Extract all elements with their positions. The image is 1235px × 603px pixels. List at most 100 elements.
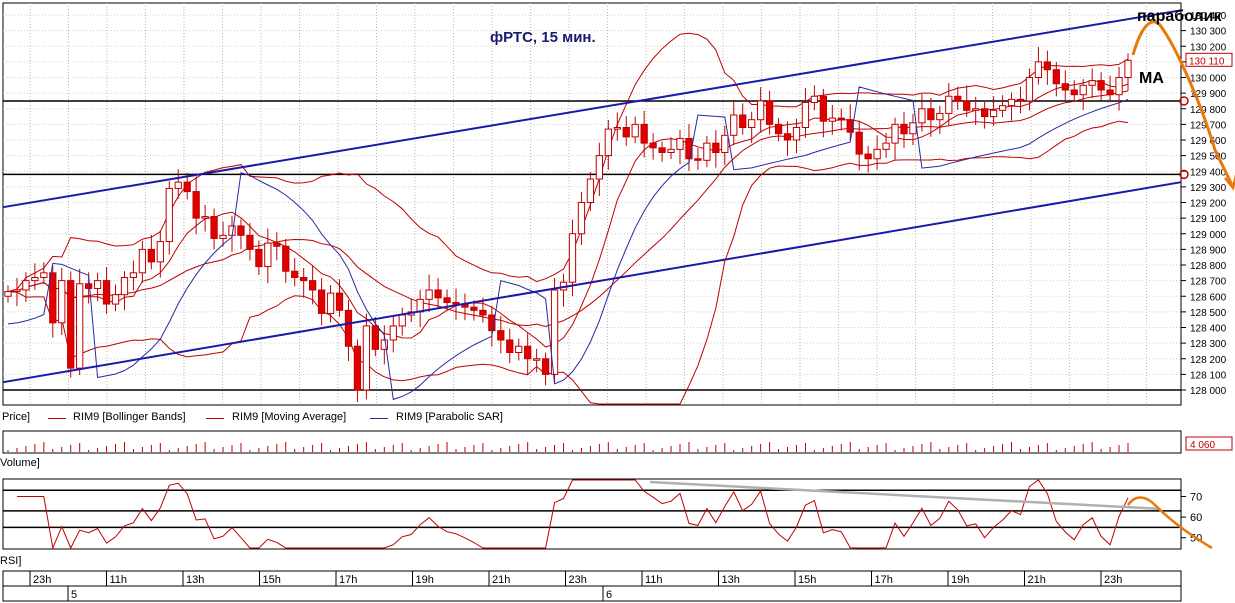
candle — [739, 114, 747, 128]
candle — [757, 100, 765, 121]
candle — [85, 283, 93, 289]
y-tick-label: 129 400 — [1190, 167, 1227, 178]
candle — [147, 248, 155, 263]
legend-ma-swatch — [206, 418, 224, 419]
candle — [452, 302, 460, 305]
candle — [909, 122, 917, 135]
candle — [40, 272, 48, 278]
y-tick-label: 130 300 — [1190, 27, 1227, 38]
candle — [1106, 89, 1114, 96]
candle — [353, 345, 362, 391]
time-tick-label: 19h — [416, 574, 434, 586]
candle — [640, 123, 648, 144]
candle — [264, 242, 272, 268]
time-tick-label: 23h — [33, 574, 51, 586]
moving-average-line — [7, 79, 1129, 348]
candle — [855, 131, 863, 155]
candle — [533, 358, 541, 361]
candle — [111, 294, 120, 305]
volume-value-label: 4 060 — [1190, 440, 1215, 451]
candle — [58, 280, 66, 324]
candle — [515, 345, 523, 353]
time-tick-label: 19h — [951, 574, 969, 586]
trend-channel-upper — [2, 9, 1182, 209]
time-tick-label: 13h — [186, 574, 204, 586]
y-tick-label: 128 400 — [1190, 324, 1227, 335]
volume-panel-frame — [2, 430, 1182, 454]
candle — [22, 280, 30, 291]
candle — [156, 241, 164, 263]
candle — [963, 100, 971, 111]
y-tick-label: 128 100 — [1190, 370, 1227, 381]
candle — [613, 127, 621, 130]
candle — [981, 108, 989, 118]
candle — [309, 280, 317, 291]
candle — [344, 309, 353, 347]
candle — [13, 289, 21, 293]
candle — [255, 248, 263, 268]
candle — [586, 178, 595, 203]
candle — [783, 133, 792, 141]
candle — [676, 137, 684, 150]
candle — [694, 158, 702, 161]
candle — [93, 280, 102, 289]
candle — [954, 95, 962, 102]
candle — [524, 345, 532, 360]
candle — [998, 105, 1007, 111]
rsi-forecast-arrow — [1126, 496, 1213, 550]
candle — [649, 142, 657, 149]
candle — [497, 330, 505, 341]
candle — [470, 306, 478, 311]
candle — [1052, 69, 1060, 85]
candle — [819, 95, 827, 122]
candle — [1088, 80, 1096, 86]
candle — [972, 108, 980, 111]
candle — [712, 142, 720, 153]
trend-channel-lower — [2, 181, 1182, 384]
time-tick-label: 17h — [875, 574, 893, 586]
volume-value-box — [1185, 436, 1233, 451]
candle — [67, 280, 75, 369]
candle — [1061, 83, 1069, 91]
date-tick-label: 5 — [71, 589, 77, 601]
candle — [488, 314, 496, 332]
candle — [335, 292, 344, 311]
candle — [873, 148, 881, 160]
ma-annotation: MA — [1139, 70, 1164, 87]
y-tick-label: 129 000 — [1190, 230, 1227, 241]
candle — [389, 325, 397, 341]
candle — [443, 297, 451, 303]
candle — [371, 325, 379, 350]
candle — [129, 272, 138, 278]
time-tick-label: 11h — [645, 574, 663, 586]
y-tick-label: 129 100 — [1190, 214, 1227, 225]
legend-sar-swatch — [370, 418, 388, 419]
candle — [49, 272, 57, 324]
candle — [362, 325, 371, 391]
candle — [900, 123, 908, 135]
candle — [882, 142, 890, 150]
candle — [541, 358, 550, 375]
candle — [595, 155, 603, 180]
candle — [291, 270, 299, 278]
candle — [828, 117, 836, 122]
rsi-tick-label: 60 — [1190, 512, 1202, 524]
y-tick-label: 129 200 — [1190, 199, 1227, 210]
candle — [398, 314, 406, 327]
level-marker — [1179, 96, 1189, 106]
rsi-divergence-line — [649, 480, 1161, 511]
y-tick-label: 128 000 — [1190, 386, 1227, 397]
legend-ma: RIM9 [Moving Average] — [232, 411, 347, 423]
price-forecast-arrowhead — [1224, 174, 1235, 191]
y-tick-label: 129 500 — [1190, 152, 1227, 163]
y-tick-label: 129 900 — [1190, 89, 1227, 100]
candle — [1007, 98, 1016, 107]
candle — [568, 233, 577, 283]
rsi-panel-label: RSI] — [0, 555, 22, 567]
candle — [1043, 61, 1051, 71]
candle — [273, 242, 281, 247]
candle — [1115, 77, 1123, 96]
candle — [165, 187, 173, 243]
y-tick-label: 128 200 — [1190, 355, 1227, 366]
